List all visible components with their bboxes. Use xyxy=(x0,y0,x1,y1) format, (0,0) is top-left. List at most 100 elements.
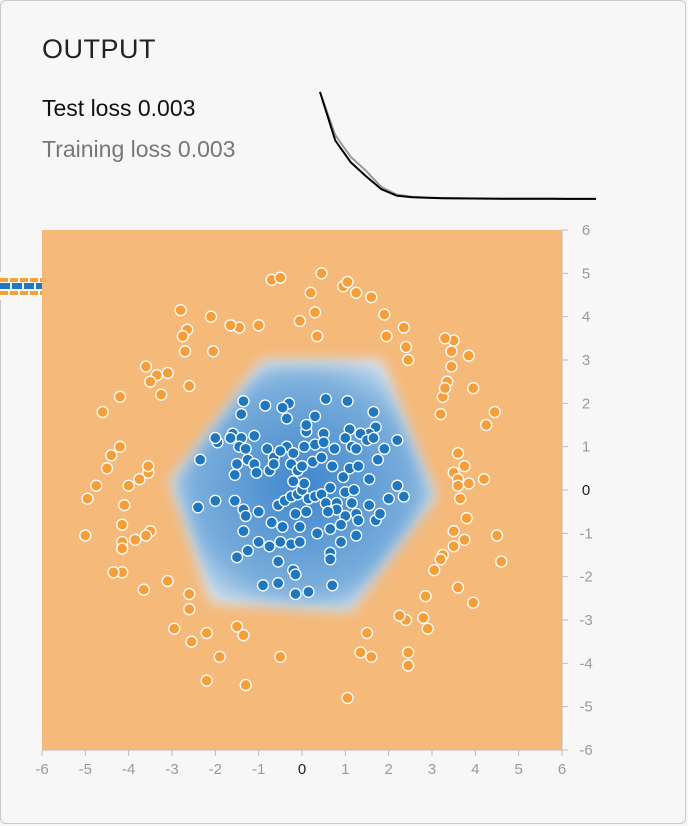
orange-data-point xyxy=(341,275,354,289)
blue-data-point xyxy=(319,392,332,406)
orange-data-point xyxy=(204,310,218,323)
orange-data-point xyxy=(460,512,473,525)
blue-data-point xyxy=(298,440,311,453)
orange-data-point xyxy=(397,321,410,334)
orange-data-point xyxy=(438,382,452,395)
network-output-link xyxy=(0,272,42,300)
decision-boundary-plot: -6 -5 -4 -3 -2 -1 0 1 2 3 4 5 6 6 5 4 3 2 1 0 -1 -2 -3 -4 -5 -6 xyxy=(35,222,592,778)
blue-data-point xyxy=(373,507,387,520)
blue-data-point xyxy=(352,460,365,473)
orange-data-point xyxy=(445,345,458,358)
blue-data-point xyxy=(326,460,339,473)
orange-data-point xyxy=(174,304,187,317)
blue-data-point xyxy=(341,395,354,408)
x-tick-label: -5 xyxy=(79,761,92,778)
orange-data-point xyxy=(252,319,265,332)
blue-data-point xyxy=(194,453,207,466)
loss-curve-chart xyxy=(319,91,596,200)
y-tick-label: -5 xyxy=(579,699,592,716)
y-tick-label: -6 xyxy=(579,742,592,759)
blue-data-point xyxy=(302,585,315,598)
blue-data-point xyxy=(239,509,252,523)
orange-data-point xyxy=(378,308,391,321)
orange-data-point xyxy=(90,479,103,492)
blue-data-point xyxy=(276,401,289,414)
blue-data-point xyxy=(371,453,384,466)
blue-data-point xyxy=(252,505,265,518)
orange-data-point xyxy=(178,345,192,358)
orange-data-point xyxy=(116,542,129,555)
orange-data-point xyxy=(168,622,181,635)
blue-data-point xyxy=(267,457,280,471)
blue-data-point xyxy=(363,473,376,486)
blue-data-point xyxy=(367,405,380,419)
orange-data-point xyxy=(96,405,109,419)
blue-data-point xyxy=(276,520,289,533)
orange-data-point xyxy=(380,330,393,343)
x-tick-label: 2 xyxy=(384,761,392,778)
blue-data-point xyxy=(237,395,250,408)
blue-data-point xyxy=(191,501,205,514)
blue-data-point xyxy=(397,490,410,503)
orange-data-point xyxy=(142,460,155,473)
blue-data-point xyxy=(228,494,241,507)
orange-data-point xyxy=(107,566,120,579)
blue-data-point xyxy=(224,431,237,445)
training-loss-label: Training loss 0.003 xyxy=(42,136,236,162)
orange-data-point xyxy=(480,418,493,432)
x-tick-label: -3 xyxy=(165,761,178,778)
blue-data-point xyxy=(317,436,330,449)
orange-data-point xyxy=(428,564,441,577)
blue-data-point xyxy=(295,460,309,473)
orange-data-point xyxy=(421,622,434,635)
orange-data-point xyxy=(447,540,460,553)
x-tick-label: -4 xyxy=(122,761,135,778)
blue-data-point xyxy=(272,577,285,590)
orange-data-point xyxy=(495,555,508,568)
orange-data-point xyxy=(434,553,447,566)
blue-data-point xyxy=(287,475,300,488)
blue-data-point xyxy=(300,505,313,518)
orange-data-point xyxy=(454,492,467,505)
blue-data-point xyxy=(300,418,313,432)
orange-data-point xyxy=(185,635,198,648)
blue-data-point xyxy=(289,568,302,581)
orange-data-point xyxy=(402,646,415,659)
blue-data-point xyxy=(289,587,302,601)
orange-data-point xyxy=(79,529,92,542)
x-tick-label: 1 xyxy=(341,761,349,778)
orange-data-point xyxy=(341,691,354,705)
blue-data-point xyxy=(382,492,395,505)
orange-data-point xyxy=(458,460,471,473)
orange-data-point xyxy=(274,650,287,663)
blue-data-point xyxy=(324,522,337,536)
blue-data-point xyxy=(241,544,254,557)
orange-data-point xyxy=(462,349,475,362)
y-tick-label: -3 xyxy=(579,612,592,629)
blue-data-point xyxy=(256,579,270,592)
blue-data-point xyxy=(311,527,324,540)
blue-data-point xyxy=(237,525,250,538)
orange-data-point xyxy=(451,447,465,460)
y-tick-label: -2 xyxy=(579,569,592,586)
blue-data-point xyxy=(339,431,352,445)
blue-data-point xyxy=(378,442,391,455)
y-tick-label: 0 xyxy=(582,482,590,499)
blue-data-point xyxy=(280,412,293,425)
orange-data-point xyxy=(118,499,131,512)
x-tick-label: 6 xyxy=(558,761,566,778)
blue-data-point xyxy=(391,434,404,447)
x-tick-label: -1 xyxy=(252,761,265,778)
orange-data-point xyxy=(447,525,460,538)
blue-data-point xyxy=(252,535,265,549)
orange-data-point xyxy=(133,473,146,486)
orange-data-point xyxy=(116,518,129,531)
orange-data-point xyxy=(139,360,153,373)
orange-data-point xyxy=(365,291,378,304)
orange-data-point xyxy=(213,650,226,663)
blue-data-point xyxy=(350,529,363,542)
blue-data-point xyxy=(328,442,341,455)
y-tick-label: 2 xyxy=(582,395,590,412)
orange-data-point xyxy=(354,646,367,659)
